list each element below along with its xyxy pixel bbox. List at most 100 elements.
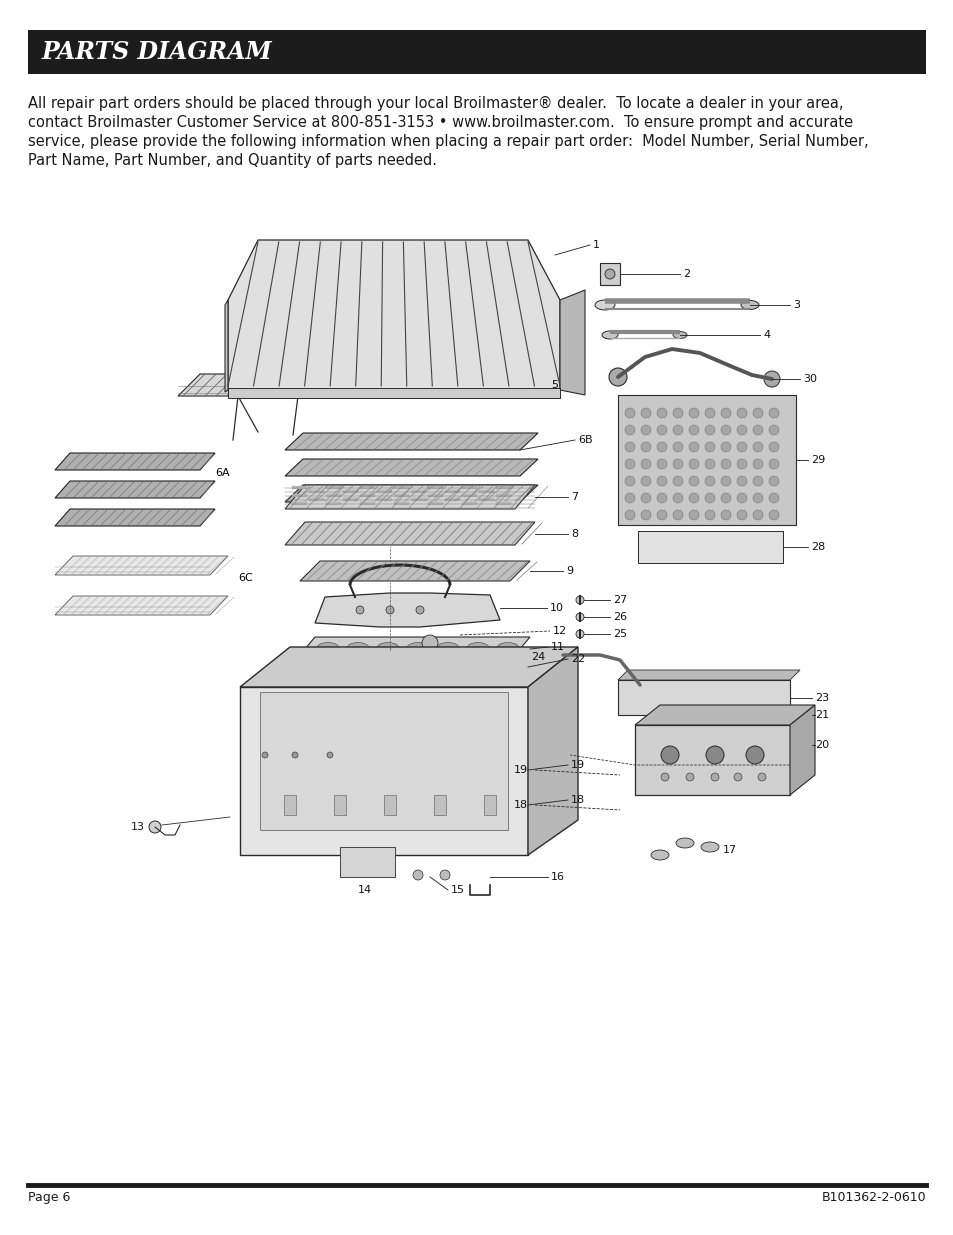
Circle shape xyxy=(720,442,730,452)
Polygon shape xyxy=(294,637,530,661)
Circle shape xyxy=(737,442,746,452)
Circle shape xyxy=(657,442,666,452)
Ellipse shape xyxy=(700,842,719,852)
Bar xyxy=(359,494,375,496)
Ellipse shape xyxy=(676,839,693,848)
Circle shape xyxy=(704,459,714,469)
Polygon shape xyxy=(559,290,584,395)
Circle shape xyxy=(688,442,699,452)
Bar xyxy=(461,485,476,489)
Circle shape xyxy=(624,475,635,487)
Text: 9: 9 xyxy=(565,566,573,576)
Circle shape xyxy=(720,459,730,469)
Circle shape xyxy=(640,442,650,452)
Bar xyxy=(394,501,409,505)
Circle shape xyxy=(737,459,746,469)
Ellipse shape xyxy=(467,642,489,653)
Bar xyxy=(434,795,446,815)
Bar xyxy=(428,485,442,489)
Text: 13: 13 xyxy=(131,823,145,832)
Ellipse shape xyxy=(601,331,618,338)
Circle shape xyxy=(640,425,650,435)
Text: 27: 27 xyxy=(613,595,626,605)
Text: 4: 4 xyxy=(762,330,769,340)
Circle shape xyxy=(705,746,723,764)
Circle shape xyxy=(640,475,650,487)
Bar xyxy=(444,489,459,493)
Text: All repair part orders should be placed through your local Broilmaster® dealer. : All repair part orders should be placed … xyxy=(28,96,842,111)
Circle shape xyxy=(768,442,779,452)
Circle shape xyxy=(640,408,650,417)
Circle shape xyxy=(688,425,699,435)
Circle shape xyxy=(624,510,635,520)
Circle shape xyxy=(640,510,650,520)
Bar xyxy=(326,494,340,496)
Circle shape xyxy=(688,510,699,520)
Text: 22: 22 xyxy=(571,655,584,664)
Polygon shape xyxy=(285,522,535,545)
Text: 2: 2 xyxy=(682,269,689,279)
Polygon shape xyxy=(299,561,530,580)
Polygon shape xyxy=(178,374,521,396)
Text: 23: 23 xyxy=(814,693,828,703)
Bar xyxy=(618,395,795,525)
Polygon shape xyxy=(314,593,499,627)
Bar xyxy=(496,485,511,489)
Circle shape xyxy=(576,613,583,621)
Circle shape xyxy=(720,475,730,487)
Circle shape xyxy=(660,773,668,781)
Polygon shape xyxy=(285,433,537,450)
Bar xyxy=(309,498,324,501)
Text: 26: 26 xyxy=(613,613,626,622)
Circle shape xyxy=(737,475,746,487)
Circle shape xyxy=(752,493,762,503)
Ellipse shape xyxy=(436,642,458,653)
Polygon shape xyxy=(285,485,537,501)
Circle shape xyxy=(624,442,635,452)
Circle shape xyxy=(685,773,693,781)
Circle shape xyxy=(710,773,719,781)
Circle shape xyxy=(758,773,765,781)
Circle shape xyxy=(688,459,699,469)
Ellipse shape xyxy=(740,300,759,310)
Circle shape xyxy=(576,630,583,638)
Bar xyxy=(334,795,346,815)
Circle shape xyxy=(640,493,650,503)
Circle shape xyxy=(672,408,682,417)
Text: 17: 17 xyxy=(722,845,737,855)
Circle shape xyxy=(292,752,297,758)
Polygon shape xyxy=(527,647,578,855)
Ellipse shape xyxy=(497,642,518,653)
Circle shape xyxy=(704,510,714,520)
Text: B101362-2-0610: B101362-2-0610 xyxy=(821,1191,925,1204)
Polygon shape xyxy=(228,240,559,390)
Bar xyxy=(444,498,459,501)
Bar xyxy=(478,498,494,501)
Bar xyxy=(638,531,782,563)
Circle shape xyxy=(752,442,762,452)
Circle shape xyxy=(720,493,730,503)
Text: 3: 3 xyxy=(792,300,800,310)
Circle shape xyxy=(672,493,682,503)
Bar xyxy=(376,489,392,493)
Ellipse shape xyxy=(376,642,398,653)
Circle shape xyxy=(704,425,714,435)
Polygon shape xyxy=(260,692,507,830)
Circle shape xyxy=(768,459,779,469)
Circle shape xyxy=(657,475,666,487)
Circle shape xyxy=(737,425,746,435)
Text: 6C: 6C xyxy=(237,573,253,583)
Circle shape xyxy=(672,510,682,520)
Text: 15: 15 xyxy=(451,885,464,895)
Ellipse shape xyxy=(316,642,338,653)
Circle shape xyxy=(768,408,779,417)
Circle shape xyxy=(672,442,682,452)
Circle shape xyxy=(752,425,762,435)
Bar xyxy=(461,494,476,496)
Circle shape xyxy=(768,475,779,487)
Circle shape xyxy=(657,459,666,469)
Circle shape xyxy=(720,425,730,435)
Polygon shape xyxy=(55,480,214,498)
Bar xyxy=(394,494,409,496)
Polygon shape xyxy=(55,556,228,576)
